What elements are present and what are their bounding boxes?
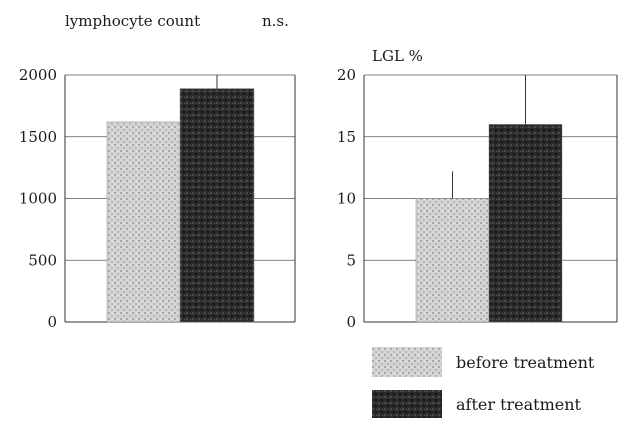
lgl-ytick-label: 5 <box>346 251 356 269</box>
lymphocyte-ytick-label: 2000 <box>19 66 57 84</box>
lymphocyte-ytick-label: 1500 <box>19 128 57 146</box>
lymphocyte-bar-after-treatment <box>179 88 255 323</box>
legend-swatch-after-treatment <box>372 390 442 418</box>
lymphocyte-ytick-label: 1000 <box>19 190 57 208</box>
lgl-chart-title: LGL % <box>372 47 423 65</box>
legend-label-after-treatment: after treatment <box>456 395 582 414</box>
lgl-ytick-label: 20 <box>337 66 356 84</box>
lgl-ytick-label: 15 <box>337 128 356 146</box>
lymphocyte-ytick-label: 0 <box>47 313 57 331</box>
legend-swatch-before-treatment <box>372 347 442 377</box>
lgl-bar-before-treatment <box>415 198 490 323</box>
lymphocyte-chart: 0 500 1000 1500 2000 <box>19 66 296 331</box>
lgl-percent-chart: 0 5 10 15 20 <box>337 66 618 331</box>
lymphocyte-ytick-label: 500 <box>28 251 57 269</box>
legend: before treatment after treatment <box>372 347 595 418</box>
lgl-ytick-label: 10 <box>337 190 356 208</box>
legend-label-before-treatment: before treatment <box>456 353 595 372</box>
lgl-bar-after-treatment <box>488 124 563 323</box>
lgl-ytick-label: 0 <box>346 313 356 331</box>
lymphocyte-chart-title: lymphocyte count <box>65 12 200 30</box>
lymphocyte-chart-annotation: n.s. <box>262 12 289 30</box>
lymphocyte-bar-before-treatment <box>106 121 181 323</box>
